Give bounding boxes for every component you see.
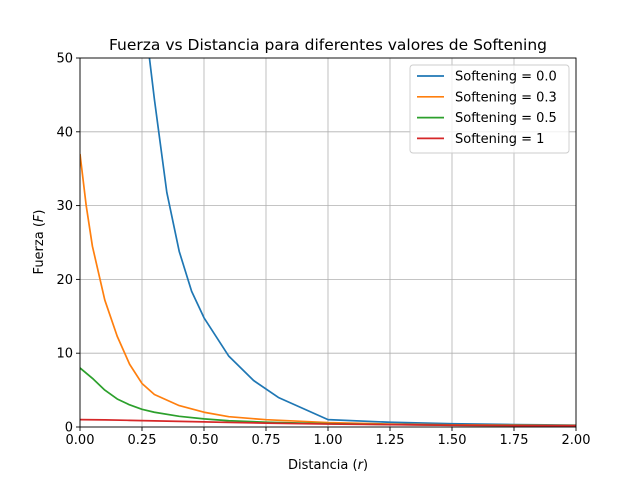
y-axis-label: Fuerza (F) [32, 210, 47, 275]
y-axis-label-suffix: ) [32, 210, 47, 215]
x-axis-label-suffix: ) [363, 458, 368, 473]
x-tick-label: 1.25 [376, 433, 405, 448]
legend-label-1: Softening = 0.0 [455, 70, 557, 85]
y-axis-label-var: F [32, 214, 47, 222]
y-tick-label: 50 [56, 52, 73, 67]
x-axis-label: Distancia (r) [288, 458, 368, 473]
legend-label-4: Softening = 1 [455, 132, 544, 147]
legend-label-3: Softening = 0.5 [455, 111, 557, 126]
x-tick-label: 2.00 [562, 433, 591, 448]
x-tick-label: 1.75 [500, 433, 529, 448]
series-line-1 [148, 58, 576, 426]
x-tick-label: 1.00 [314, 433, 343, 448]
x-tick-label: 1.50 [438, 433, 467, 448]
y-tick-label: 40 [56, 125, 73, 140]
x-tick-label: 0.25 [128, 433, 157, 448]
series-group [80, 58, 576, 427]
legend: Softening = 0.0 Softening = 0.3 Softening … [409, 64, 570, 154]
legend-label-2: Softening = 0.3 [455, 90, 557, 105]
series-line-4 [80, 418, 576, 427]
chart-title: Fuerza vs Distancia para diferentes valo… [109, 36, 547, 54]
x-axis-label-prefix: Distancia ( [288, 458, 358, 473]
x-tick-label: 0.75 [252, 433, 281, 448]
y-tick-label: 0 [65, 421, 73, 436]
x-axis-label-var: r [358, 458, 365, 473]
legend-box [409, 64, 570, 154]
y-tick-label: 20 [56, 273, 73, 288]
x-tick-label: 0.50 [190, 433, 219, 448]
y-tick-label: 10 [56, 347, 73, 362]
x-tick-label: 0.00 [66, 433, 95, 448]
y-tick-label: 30 [56, 199, 73, 214]
y-axis-label-prefix: Fuerza ( [32, 222, 47, 274]
